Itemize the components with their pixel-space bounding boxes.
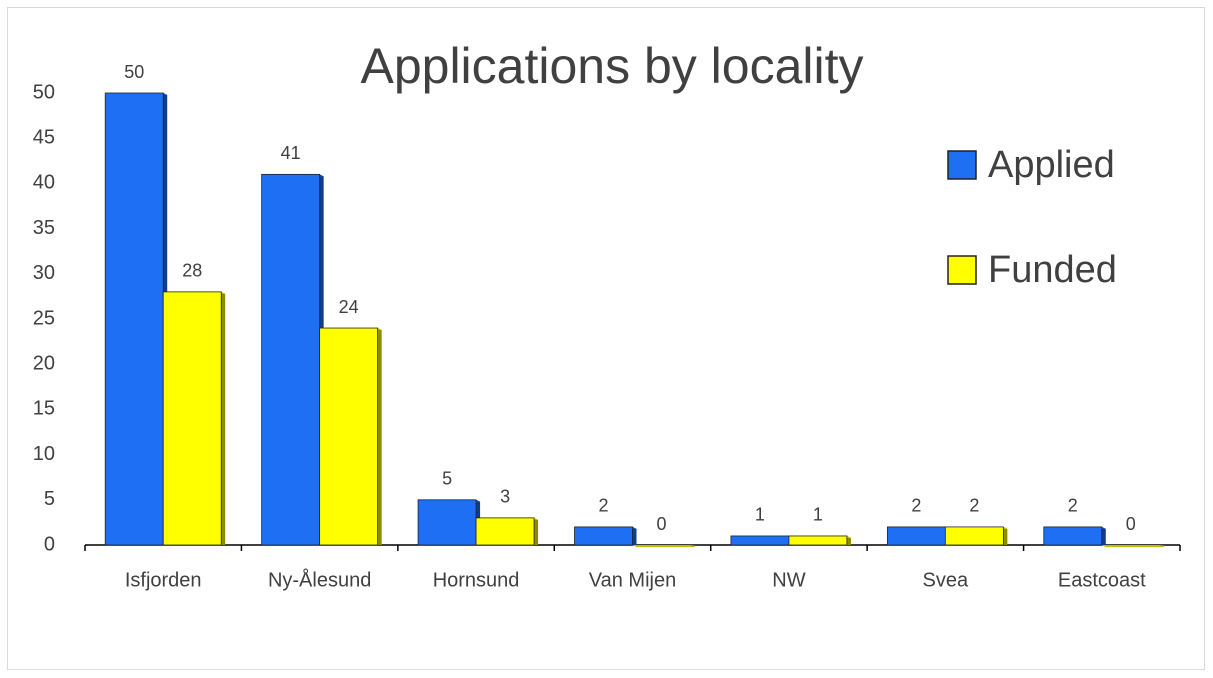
legend-label: Applied	[988, 144, 1115, 186]
bar	[944, 526, 1004, 546]
y-tick-label: 35	[33, 217, 55, 239]
legend-swatch	[947, 255, 977, 285]
x-tick-label: Eastcoast	[1058, 569, 1146, 591]
bar	[1043, 526, 1103, 546]
bar-top	[1101, 545, 1164, 547]
y-tick-label: 10	[33, 443, 55, 465]
value-label: 3	[500, 487, 510, 507]
bar-side	[1101, 526, 1106, 545]
value-label: 2	[911, 496, 921, 516]
bar-side	[846, 535, 851, 545]
value-label: 1	[755, 505, 765, 525]
x-tick-label: Isfjorden	[125, 569, 202, 591]
bar	[261, 173, 321, 546]
y-tick-label: 5	[44, 488, 55, 510]
bar	[104, 92, 164, 546]
bar	[574, 526, 633, 546]
bar	[886, 526, 946, 546]
y-tick-label: 0	[44, 533, 55, 555]
value-label: 50	[124, 62, 144, 82]
x-tick-label: Van Mijen	[589, 569, 676, 591]
bar	[162, 291, 222, 546]
value-label: 28	[182, 261, 202, 281]
x-tick-label: Ny-Ålesund	[268, 568, 371, 591]
y-tick-label: 50	[33, 81, 55, 103]
y-tick-label: 15	[33, 398, 55, 420]
y-tick-label: 30	[33, 262, 55, 284]
value-label: 2	[969, 496, 979, 516]
bar	[730, 535, 790, 546]
bar-side	[1003, 526, 1008, 545]
y-tick-label: 45	[33, 126, 55, 148]
bar-side	[377, 328, 382, 545]
bar	[788, 535, 848, 546]
y-tick-label: 40	[33, 172, 55, 194]
value-label: 2	[1068, 496, 1078, 516]
value-label: 5	[442, 469, 452, 489]
bar-side	[632, 526, 637, 545]
bar	[319, 327, 379, 546]
y-tick-label: 20	[33, 352, 55, 374]
value-label: 41	[281, 143, 301, 163]
legend-label: Funded	[988, 249, 1117, 291]
legend-swatch	[947, 150, 977, 180]
chart-title: Applications by locality	[360, 38, 863, 94]
value-label: 24	[339, 297, 359, 317]
bar	[475, 517, 535, 546]
bar	[417, 499, 477, 546]
value-label: 2	[598, 496, 608, 516]
bar-top	[632, 545, 695, 547]
x-tick-label: NW	[772, 569, 805, 591]
bar-side	[534, 517, 539, 545]
bar-side	[221, 291, 226, 545]
x-tick-label: Hornsund	[433, 569, 520, 591]
value-label: 0	[656, 514, 666, 534]
value-label: 0	[1126, 514, 1136, 534]
value-label: 1	[813, 505, 823, 525]
y-tick-label: 25	[33, 307, 55, 329]
x-tick-label: Svea	[923, 569, 969, 591]
